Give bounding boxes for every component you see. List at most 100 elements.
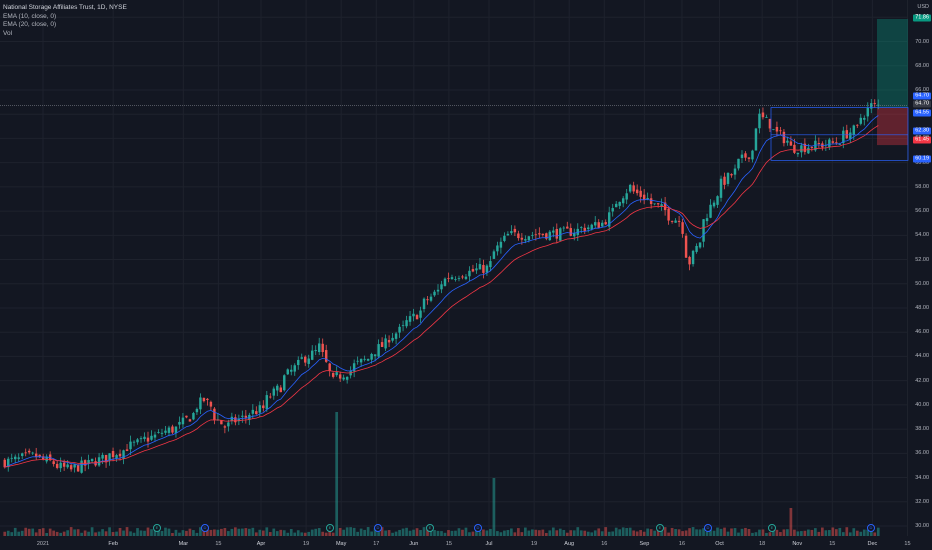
candle-body xyxy=(461,276,464,278)
volume-bar xyxy=(101,529,104,536)
candle-body xyxy=(859,117,863,124)
volume-bar xyxy=(604,527,608,536)
candle-body xyxy=(276,385,279,391)
volume-bar xyxy=(363,529,366,536)
earnings-event-icon[interactable]: E xyxy=(153,524,161,532)
candle-body xyxy=(202,397,206,402)
candle-body xyxy=(597,222,600,228)
volume-bar xyxy=(349,527,353,536)
volume-bar xyxy=(220,528,223,536)
candle-body xyxy=(359,358,363,363)
candle-body xyxy=(691,250,695,265)
volume-bar xyxy=(104,531,108,536)
dividend-event-icon[interactable]: D xyxy=(201,524,209,532)
candle-body xyxy=(524,239,527,241)
volume-bar xyxy=(227,531,230,536)
volume-bar xyxy=(321,531,325,536)
earnings-event-icon[interactable]: E xyxy=(426,524,434,532)
volume-bar xyxy=(164,527,167,536)
volume-bar xyxy=(139,530,143,536)
horizontal-levels xyxy=(0,105,909,161)
volume-bar xyxy=(342,529,346,536)
candle-body xyxy=(122,450,125,459)
earnings-event-icon[interactable]: E xyxy=(768,524,776,532)
dividend-event-icon[interactable]: D xyxy=(374,524,382,532)
volume-bar xyxy=(83,530,87,536)
legend-ema20[interactable]: EMA (20, close, 0) xyxy=(3,21,57,28)
candle-body xyxy=(73,464,76,468)
candle-body xyxy=(607,212,611,227)
candle-body xyxy=(863,117,866,120)
volume-bar xyxy=(307,531,311,536)
volume-bar xyxy=(786,529,789,536)
candle-body xyxy=(719,178,723,198)
volume-bar xyxy=(331,532,335,536)
volume-bar xyxy=(433,530,436,536)
dividend-event-icon[interactable]: D xyxy=(867,524,875,532)
candle-body xyxy=(352,363,356,372)
volume-bar xyxy=(684,530,688,536)
volume-bar xyxy=(838,527,842,536)
candle-body xyxy=(793,144,796,153)
candle-body xyxy=(146,437,150,442)
volume-bar xyxy=(496,531,499,536)
volume-bar xyxy=(178,532,181,536)
candle-body xyxy=(398,326,401,333)
candle-body xyxy=(807,147,810,154)
volume-bar xyxy=(569,530,573,536)
candle-body xyxy=(506,233,510,236)
candle-body xyxy=(831,141,835,143)
volume-bar xyxy=(213,529,216,536)
volume-bar xyxy=(80,532,83,536)
y-tick-label: 66.00 xyxy=(915,86,929,93)
candle-body xyxy=(237,418,241,422)
x-tick-label: Mar xyxy=(178,541,189,547)
candle-body xyxy=(366,358,370,361)
y-tick-label: 68.00 xyxy=(915,62,929,69)
candle-body xyxy=(356,360,359,362)
candle-body xyxy=(510,231,513,234)
volume-bar xyxy=(814,528,817,536)
volume-bar xyxy=(174,529,178,536)
volume-bar xyxy=(408,530,412,536)
x-tick-label: Dec xyxy=(867,541,878,547)
candle-body xyxy=(552,230,555,233)
volume-bar xyxy=(517,528,520,536)
dividend-event-icon[interactable]: D xyxy=(474,524,482,532)
volume-bar xyxy=(108,527,111,536)
earnings-event-icon[interactable]: E xyxy=(656,524,664,532)
candle-body xyxy=(185,415,188,418)
candle-body xyxy=(384,338,387,349)
candle-body xyxy=(723,176,726,185)
y-tick-label: 34.00 xyxy=(915,474,929,481)
volume-bar xyxy=(447,530,450,536)
volume-bar xyxy=(765,532,768,536)
volume-bar xyxy=(702,528,705,536)
volume-bar xyxy=(419,530,422,536)
volume-bar xyxy=(656,528,660,536)
volume-bar xyxy=(723,527,726,536)
candle-body xyxy=(625,193,628,200)
volume-bar xyxy=(807,529,810,536)
volume-bar xyxy=(761,529,765,536)
candle-body xyxy=(394,333,398,339)
currency-label: USD xyxy=(917,4,929,10)
candle-body xyxy=(726,173,730,184)
volume-bar xyxy=(24,527,28,536)
y-tick-label: 40.00 xyxy=(915,401,929,408)
candle-body xyxy=(541,233,545,235)
volume-bar xyxy=(17,531,21,536)
candle-body xyxy=(52,461,55,465)
candle-body xyxy=(712,202,716,207)
volume-bar xyxy=(209,529,213,536)
candle-body xyxy=(195,408,199,413)
legend-vol[interactable]: Vol xyxy=(3,29,13,37)
candle-body xyxy=(751,150,754,160)
legend-ema10[interactable]: EMA (10, close, 0) xyxy=(3,12,57,20)
earnings-event-icon[interactable]: E xyxy=(326,524,334,532)
volume-bar xyxy=(122,530,125,536)
dividend-event-icon[interactable]: D xyxy=(704,524,712,532)
candle-body xyxy=(796,152,800,155)
candle-body xyxy=(188,419,192,422)
